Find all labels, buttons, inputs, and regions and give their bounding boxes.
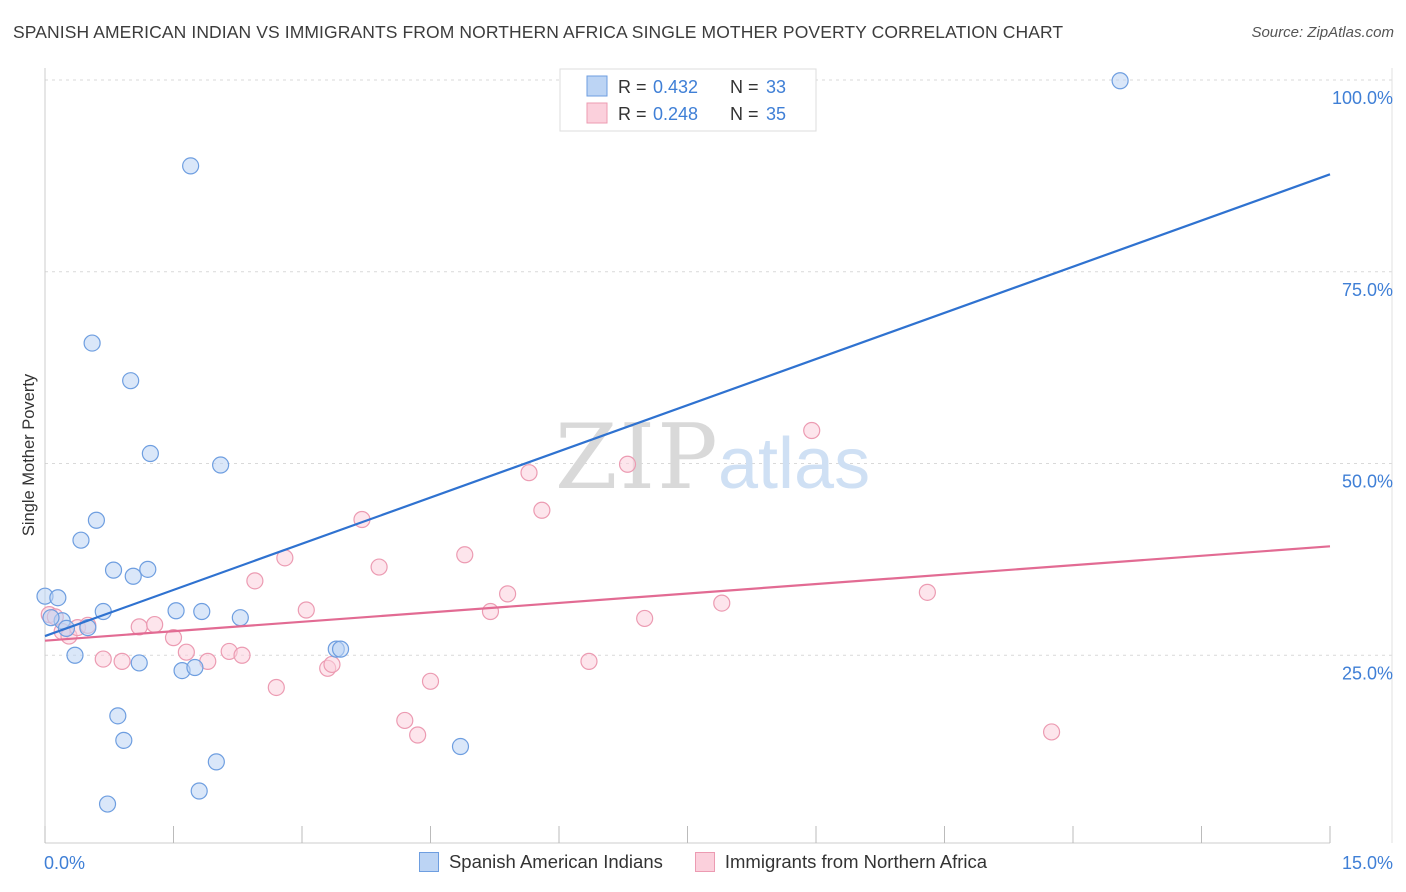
pink-point <box>177 643 195 661</box>
blue-point <box>212 456 230 474</box>
blue-point <box>207 753 225 771</box>
blue-point <box>42 609 60 627</box>
blue-point <box>167 602 185 620</box>
blue-point <box>193 602 211 621</box>
y-tick-label: 50.0% <box>1342 472 1393 492</box>
blue-trend-line <box>44 173 1331 638</box>
pink-point <box>94 650 112 668</box>
y-tick-label: 100.0% <box>1332 88 1393 108</box>
blue-point <box>87 511 106 529</box>
blue-point <box>49 589 67 607</box>
watermark: ZIP atlas <box>555 405 870 510</box>
pink-point <box>803 421 821 440</box>
legend-top: R = 0.432 N = 33 R = 0.248 N = 35 <box>559 68 817 132</box>
blue-point <box>104 561 123 579</box>
blue-point <box>130 654 148 672</box>
pink-point <box>370 558 388 576</box>
legend-top-pink-swatch <box>586 102 608 124</box>
blue-point <box>186 658 204 677</box>
pink-point <box>456 546 474 564</box>
blue-point <box>139 560 157 578</box>
blue-point <box>122 372 140 390</box>
pink-point <box>481 602 500 621</box>
legend-top-n-label-1: N = <box>730 77 759 97</box>
watermark-zip: ZIP <box>555 405 720 510</box>
y-tick-label: 25.0% <box>1342 663 1393 683</box>
blue-point <box>231 609 249 627</box>
pink-trend-line <box>44 545 1331 642</box>
blue-point <box>182 157 200 175</box>
x-tick-label: 0.0% <box>44 853 85 873</box>
blue-point <box>98 795 117 813</box>
trend-lines <box>44 173 1331 642</box>
pink-point <box>580 652 598 670</box>
pink-point <box>113 652 131 670</box>
legend-top-r-label-2: R = <box>618 104 647 124</box>
pink-point <box>323 655 341 674</box>
blue-point <box>66 646 84 664</box>
legend-swatch-pink <box>694 852 715 872</box>
pink-point <box>520 464 538 482</box>
pink-point <box>297 601 315 619</box>
legend-top-r-value-1: 0.432 <box>653 77 698 97</box>
x-tick-label: 15.0% <box>1342 853 1393 873</box>
series-blue-points <box>36 72 1129 813</box>
chart-title: SPANISH AMERICAN INDIAN VS IMMIGRANTS FR… <box>13 22 1064 42</box>
blue-point <box>115 731 133 749</box>
blue-point <box>124 567 142 585</box>
watermark-atlas: atlas <box>718 424 870 504</box>
blue-point <box>451 737 470 756</box>
pink-point <box>164 629 183 647</box>
pink-point <box>409 726 427 744</box>
legend-item-immigrants-northern-africa: Immigrants from Northern Africa <box>694 851 988 873</box>
pink-point <box>713 594 731 612</box>
pink-point <box>499 585 517 603</box>
legend-top-r-label-1: R = <box>618 77 647 97</box>
blue-point <box>109 707 127 725</box>
pink-point <box>396 711 414 730</box>
legend-label-spanish-american-indians: Spanish American Indians <box>448 851 663 872</box>
legend-swatch-blue <box>418 852 439 872</box>
legend-top-blue-swatch <box>586 75 608 97</box>
blue-point <box>331 640 350 658</box>
blue-point <box>190 782 208 800</box>
blue-point <box>72 531 90 549</box>
blue-point <box>83 334 101 352</box>
pink-point <box>233 646 251 664</box>
pink-point <box>246 572 264 590</box>
y-axis-label: Single Mother Poverty <box>20 373 38 536</box>
legend-top-r-value-2: 0.248 <box>653 104 698 124</box>
blue-point <box>141 444 159 463</box>
legend-bottom: Spanish American Indians Immigrants from… <box>0 851 1406 873</box>
legend-top-n-value-1: 33 <box>766 77 786 97</box>
pink-point <box>533 501 551 519</box>
pink-point <box>267 678 285 697</box>
pink-point <box>918 583 936 601</box>
pink-point <box>1042 723 1061 741</box>
source-label: Source: ZipAtlas.com <box>1251 24 1394 41</box>
axes <box>44 68 1393 844</box>
pink-point <box>636 609 654 628</box>
legend-top-n-label-2: N = <box>730 104 759 124</box>
legend-top-n-value-2: 35 <box>766 104 786 124</box>
gridlines <box>45 79 1392 656</box>
blue-point <box>1111 72 1129 90</box>
pink-point <box>618 455 637 473</box>
y-tick-label: 75.0% <box>1342 280 1393 300</box>
legend-label-immigrants-northern-africa: Immigrants from Northern Africa <box>724 851 988 872</box>
pink-point <box>146 615 164 634</box>
legend-item-spanish-american-indians: Spanish American Indians <box>418 851 663 873</box>
pink-point <box>421 672 440 690</box>
tick-labels: 25.0% 50.0% 75.0% 100.0% 0.0% 15.0% <box>44 88 1393 873</box>
